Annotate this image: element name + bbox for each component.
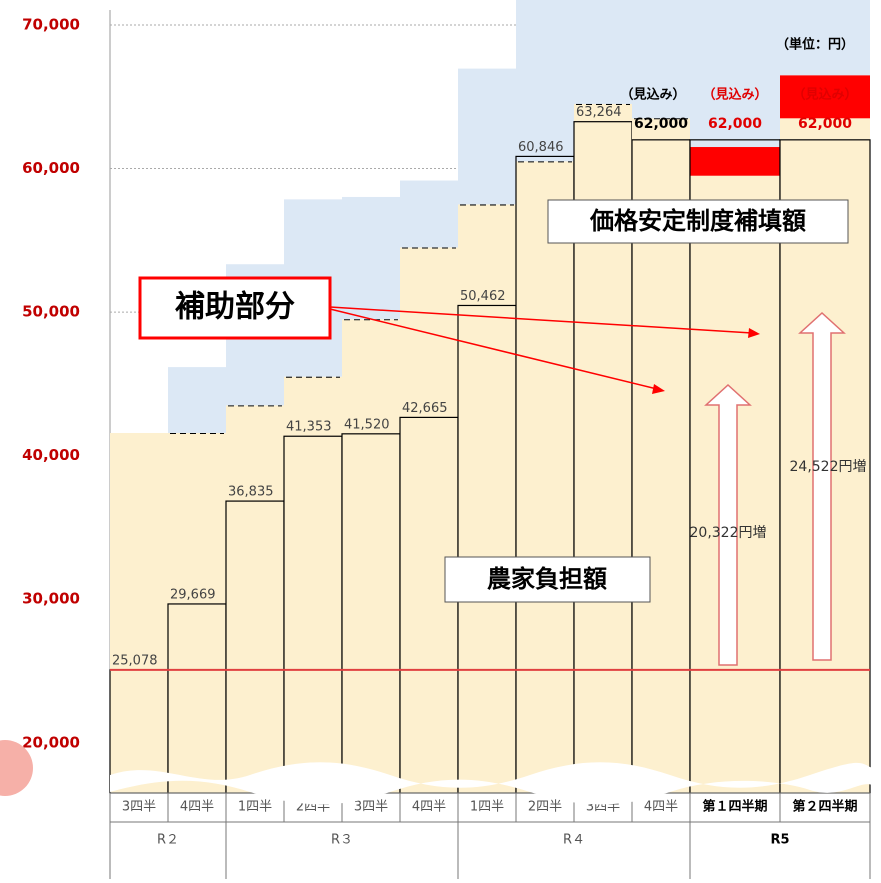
- y-tick-label: 40,000: [22, 446, 80, 464]
- label-box: [138, 276, 332, 340]
- unit-note: （単位：円）: [776, 37, 854, 53]
- group-label: R４: [563, 833, 585, 848]
- group-label: R２: [157, 833, 179, 848]
- annotation: 価格安定制度補填額: [589, 207, 806, 235]
- annotation: 20,322円増: [690, 525, 767, 541]
- bar-segment: [632, 0, 690, 119]
- total-label: 41,353: [286, 420, 332, 435]
- pointer-line: [329, 306, 753, 334]
- x-tick-label: 1四半: [470, 800, 504, 815]
- total-label: 63,264: [576, 105, 622, 120]
- bar-segment: [690, 0, 780, 148]
- arrowhead: [748, 328, 760, 338]
- y-tick-label: 60,000: [22, 159, 80, 177]
- total-label: 25,078: [112, 653, 158, 668]
- total-label: 62,000: [634, 116, 688, 132]
- bar-segment: [574, 0, 632, 104]
- mascot: [0, 740, 33, 796]
- x-tick-label: 第１四半期: [702, 799, 767, 815]
- estimate-note: （見込み）: [620, 86, 685, 102]
- bar-segment: [458, 68, 516, 205]
- bar-segment: [690, 147, 780, 176]
- bar-segment: [342, 196, 400, 320]
- x-tick-label: 3四半: [122, 800, 156, 815]
- x-tick-label: 第２四半期: [792, 799, 857, 815]
- label-box: [444, 556, 651, 603]
- bar-segment: [342, 319, 400, 793]
- label-box: [547, 199, 849, 244]
- x-tick-label: 3四半: [354, 800, 388, 815]
- total-label: 50,462: [460, 289, 506, 304]
- total-label: 41,520: [344, 417, 390, 432]
- y-tick-label: 50,000: [22, 303, 80, 321]
- total-label: 62,000: [798, 116, 852, 132]
- bar-segment: [110, 433, 168, 793]
- bar-segment: [780, 75, 870, 119]
- total-label: 60,846: [518, 140, 564, 155]
- arrowhead: [652, 384, 665, 394]
- arrow: [798, 311, 846, 661]
- x-tick-label: 4四半: [644, 800, 678, 815]
- y-tick-label: 20,000: [22, 733, 80, 751]
- annotation: 農家負担額: [487, 565, 607, 593]
- bar-segment: [780, 0, 870, 76]
- x-tick-label: 2四半: [528, 800, 562, 815]
- bar-segment: [400, 180, 458, 248]
- bar-segment: [458, 204, 516, 793]
- bar-segment: [168, 367, 226, 434]
- total-label: 42,665: [402, 401, 448, 416]
- bar-segment: [284, 376, 342, 793]
- x-tick-label: 4四半: [412, 800, 446, 815]
- annotation: 補助部分: [174, 290, 295, 325]
- bar-segment: [400, 247, 458, 794]
- overlay: （単位：円） 価格安定制度補填額 補助部分 農家負担額 20,322円増 24,…: [0, 37, 872, 805]
- group-label: R３: [331, 833, 353, 848]
- y-tick-label: 70,000: [22, 16, 80, 34]
- arrow: [704, 383, 752, 666]
- x-tick-label: 1四半: [238, 800, 272, 815]
- axis-break: [110, 762, 872, 805]
- bar-segment: [168, 433, 226, 793]
- pointer-line: [329, 308, 658, 390]
- annotation: 24,522円増: [790, 459, 867, 475]
- estimate-note: （見込み）: [792, 86, 857, 102]
- total-label: 36,835: [228, 485, 274, 500]
- group-label: R5: [770, 833, 789, 848]
- y-tick-label: 30,000: [22, 590, 80, 608]
- total-label: 62,000: [708, 116, 762, 132]
- bar-segment: [516, 161, 574, 793]
- x-tick-label: 4四半: [180, 800, 214, 815]
- total-label: 29,669: [170, 587, 216, 602]
- bar-segment: [516, 0, 574, 162]
- bar-segment: [226, 405, 284, 793]
- estimate-note: （見込み）: [702, 86, 767, 102]
